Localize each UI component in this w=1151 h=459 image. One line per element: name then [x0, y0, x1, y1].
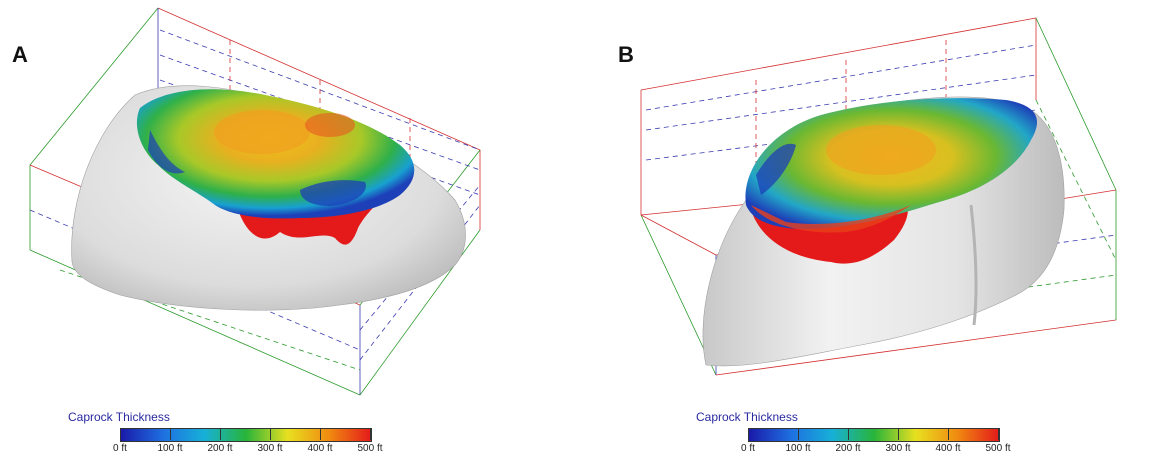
legend-tick-mark	[170, 428, 171, 440]
legend-tick-mark	[848, 428, 849, 440]
legend-ticks-b: 0 ft 100 ft 200 ft 300 ft 400 ft 500 ft	[741, 428, 1011, 457]
panel-b-label: B	[618, 42, 634, 67]
legend-tick-label: 0 ft	[113, 443, 127, 454]
legend-tick-label: 0 ft	[741, 443, 755, 454]
legend-tick-mark	[220, 428, 221, 440]
legend-tick-label: 100 ft	[157, 443, 183, 454]
legend-tick-label: 500 ft	[985, 443, 1011, 454]
legend-tick-mark	[898, 428, 899, 440]
legend-tick-label: 400 ft	[307, 443, 333, 454]
legend-tick-label: 300 ft	[257, 443, 283, 454]
salt-dome-render-a	[29, 7, 481, 396]
legend-title-a: Caprock Thickness	[68, 410, 170, 424]
panel-a: A	[0, 0, 575, 459]
legend-tick-mark	[320, 428, 321, 440]
legend-tick-label: 400 ft	[935, 443, 961, 454]
legend-title-b: Caprock Thickness	[696, 410, 798, 424]
legend-tick-mark	[748, 428, 749, 440]
legend-tick-label: 500 ft	[357, 443, 383, 454]
panel-a-label: A	[12, 42, 28, 67]
legend-tick-mark	[270, 428, 271, 440]
legend-colorbar-a	[120, 428, 372, 442]
legend-tick-label: 100 ft	[785, 443, 811, 454]
legend-colorbar-b	[748, 428, 1000, 442]
legend-tick-label: 300 ft	[885, 443, 911, 454]
legend-tick-mark	[120, 428, 121, 440]
colorbar-legend-b: Caprock Thickness 0 ft 100 ft 200 ft 300 ft…	[694, 410, 1011, 459]
legend-tick-mark	[948, 428, 949, 440]
legend-tick-mark	[370, 428, 371, 440]
legend-tick-label: 200 ft	[835, 443, 861, 454]
salt-dome-render-b	[640, 17, 1117, 376]
legend-tick-mark	[798, 428, 799, 440]
legend-ticks-a: 0 ft 100 ft 200 ft 300 ft 400 ft 500 ft	[113, 428, 383, 457]
panel-b: B	[576, 0, 1151, 459]
colorbar-legend-a: Caprock Thickness 0 ft 100 ft 200 ft 300 ft…	[66, 410, 383, 459]
legend-tick-label: 200 ft	[207, 443, 233, 454]
legend-tick-mark	[998, 428, 999, 440]
